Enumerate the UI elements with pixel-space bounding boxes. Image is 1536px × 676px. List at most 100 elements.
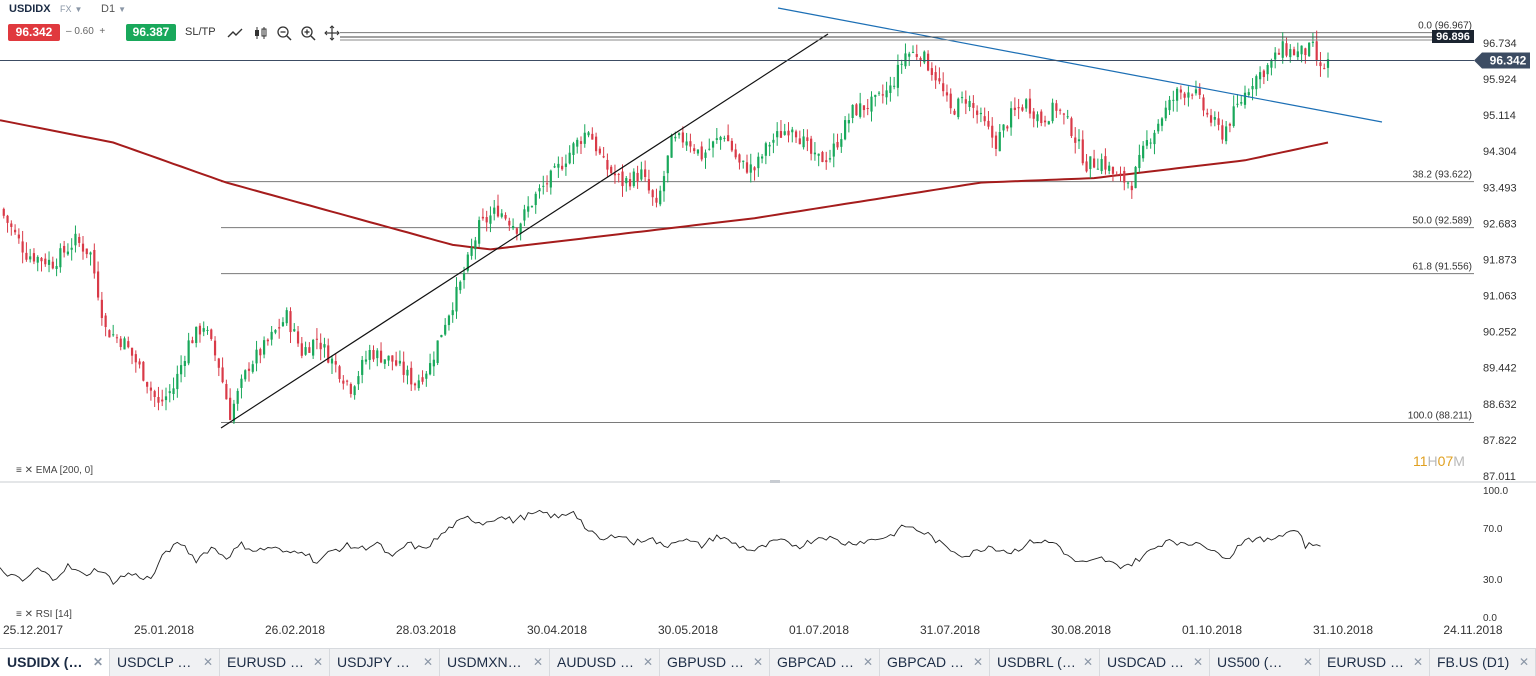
candle-body — [236, 390, 239, 404]
candle-body — [1191, 94, 1194, 96]
instrument-tab[interactable]: EURUSD … ✕ — [1320, 649, 1430, 676]
candle-body — [379, 350, 383, 363]
panel-resize-handle[interactable] — [770, 480, 780, 483]
fib-level-label: 38.2 (93.622) — [1413, 170, 1473, 181]
candle-body — [447, 315, 451, 326]
candle-body — [1108, 165, 1111, 171]
candle-body — [217, 358, 220, 368]
close-icon[interactable]: ✕ — [642, 655, 653, 669]
tab-label: AUDUSD … — [557, 654, 635, 670]
price-chart[interactable]: 0.0 (96.967) 38.2 (93.622) 50.0 (92.589) 61… — [0, 0, 1536, 648]
price-tick-label: 92.683 — [1483, 218, 1517, 230]
close-icon[interactable]: ✕ — [92, 655, 103, 669]
candle-body — [1266, 65, 1269, 75]
instrument-tab[interactable]: USDBRL (… ✕ — [990, 649, 1100, 676]
candle-body — [1096, 168, 1099, 170]
candle-body — [1123, 170, 1126, 183]
candle-body — [345, 380, 349, 382]
candle-body — [851, 104, 854, 118]
tab-label: EURUSD … — [1327, 654, 1405, 670]
close-icon[interactable]: ✕ — [1412, 655, 1423, 669]
candle-body — [753, 167, 756, 171]
tab-label: FB.US (D1) — [1437, 654, 1510, 670]
instrument-tab[interactable]: USDCAD … ✕ — [1100, 649, 1210, 676]
candle-body — [32, 253, 36, 262]
price-tick-label: 91.873 — [1483, 254, 1517, 266]
price-tick-label: 93.493 — [1483, 182, 1517, 194]
spread-stepper[interactable]: – 0.60 + — [66, 26, 106, 37]
instrument-tab[interactable]: EURUSD … ✕ — [220, 649, 330, 676]
ema-indicator-label[interactable]: ≡ ✕ EMA [200, 0] — [16, 465, 93, 476]
candle-body — [708, 148, 711, 150]
close-icon[interactable]: ✕ — [1518, 655, 1529, 669]
instrument-tab[interactable]: GBPUSD … ✕ — [660, 649, 770, 676]
candle-body — [949, 93, 952, 109]
candle-body — [1077, 139, 1081, 142]
crosshair-icon[interactable] — [323, 24, 341, 42]
candle-body — [1017, 107, 1020, 109]
instrument-tab[interactable]: AUDUSD … ✕ — [550, 649, 660, 676]
candle-body — [874, 94, 877, 97]
candle-body — [251, 364, 254, 372]
close-icon[interactable]: ✕ — [422, 655, 433, 669]
symbol-type[interactable]: FX ▼ — [60, 4, 83, 14]
candle-body — [862, 105, 866, 111]
close-icon[interactable]: ✕ — [1192, 655, 1203, 669]
instrument-tab[interactable]: USDIDX (… ✕ — [0, 649, 110, 676]
close-icon[interactable]: ✕ — [1082, 655, 1093, 669]
candles-icon[interactable] — [252, 24, 270, 42]
candle-body — [621, 171, 624, 187]
rsi-line — [0, 509, 1321, 586]
candle-body — [670, 135, 673, 158]
instrument-tab[interactable]: US500 (… ✕ — [1210, 649, 1320, 676]
candle-body — [908, 53, 911, 57]
candle-body — [466, 254, 469, 271]
candle-body — [979, 112, 983, 115]
candle-body — [561, 165, 564, 170]
candle-body — [500, 213, 503, 217]
instrument-tab[interactable]: GBPCAD … ✕ — [770, 649, 880, 676]
instrument-tab[interactable]: USDMXN… ✕ — [440, 649, 550, 676]
instrument-tab[interactable]: FB.US (D1) ✕ — [1430, 649, 1536, 676]
close-icon[interactable]: ✕ — [532, 655, 543, 669]
candle-body — [760, 156, 764, 159]
instrument-tab[interactable]: GBPCAD … ✕ — [880, 649, 990, 676]
zoom-out-icon[interactable] — [275, 24, 293, 42]
candle-body — [606, 159, 609, 170]
candle-body — [1221, 125, 1224, 140]
timeframe-select[interactable]: D1 ▼ — [101, 3, 126, 15]
instrument-tab[interactable]: USDJPY … ✕ — [330, 649, 440, 676]
line-chart-icon[interactable] — [226, 24, 244, 42]
sell-button[interactable]: 96.342 — [8, 24, 60, 41]
candle-body — [1047, 121, 1050, 125]
candle-body — [576, 139, 579, 147]
candle-body — [742, 160, 745, 162]
close-icon[interactable]: ✕ — [1302, 655, 1313, 669]
candle-body — [202, 328, 205, 332]
rsi-tick-label: 30.0 — [1483, 575, 1503, 586]
candle-body — [195, 326, 198, 344]
candle-body — [440, 334, 443, 338]
candle-body — [172, 388, 175, 395]
zoom-in-icon[interactable] — [299, 24, 317, 42]
candle-body — [455, 286, 458, 312]
candle-body — [976, 110, 979, 115]
candle-body — [1036, 114, 1039, 122]
rsi-indicator-label[interactable]: ≡ ✕ RSI [14] — [16, 609, 72, 620]
candle-body — [330, 358, 334, 364]
close-icon[interactable]: ✕ — [202, 655, 213, 669]
candle-body — [278, 327, 281, 329]
candle-body — [893, 85, 896, 87]
close-icon[interactable]: ✕ — [972, 655, 983, 669]
candle-body — [270, 331, 273, 340]
close-icon[interactable]: ✕ — [862, 655, 873, 669]
candle-body — [579, 141, 583, 144]
close-icon[interactable]: ✕ — [752, 655, 763, 669]
candle-body — [613, 173, 617, 176]
buy-button[interactable]: 96.387 — [126, 24, 176, 41]
instrument-tab[interactable]: USDCLP … ✕ — [110, 649, 220, 676]
symbol-name[interactable]: USDIDX — [9, 3, 51, 15]
close-icon[interactable]: ✕ — [312, 655, 323, 669]
candle-body — [915, 54, 918, 57]
sltp-button[interactable]: SL/TP — [185, 26, 216, 38]
